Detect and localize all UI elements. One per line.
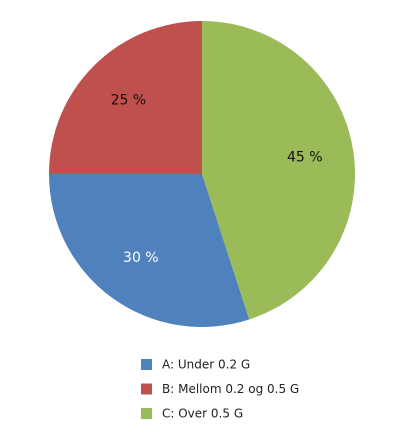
data-label: 45 %	[287, 150, 323, 166]
pie: 30 % 25 % 45 %	[49, 21, 355, 327]
legend-swatch	[141, 359, 152, 370]
legend-label: C: Over 0.5 G	[162, 407, 243, 421]
pie-slice	[49, 174, 250, 327]
data-label: 25 %	[111, 92, 147, 108]
data-label: 30 %	[123, 250, 159, 266]
legend: A: Under 0.2 G B: Mellom 0.2 og 0.5 G C: O…	[141, 358, 299, 421]
legend-label: B: Mellom 0.2 og 0.5 G	[162, 382, 299, 396]
legend-swatch	[141, 408, 152, 419]
legend-swatch	[141, 383, 152, 395]
legend-label: A: Under 0.2 G	[162, 358, 250, 372]
pie-slice	[202, 21, 355, 320]
pie-slice	[49, 21, 202, 174]
